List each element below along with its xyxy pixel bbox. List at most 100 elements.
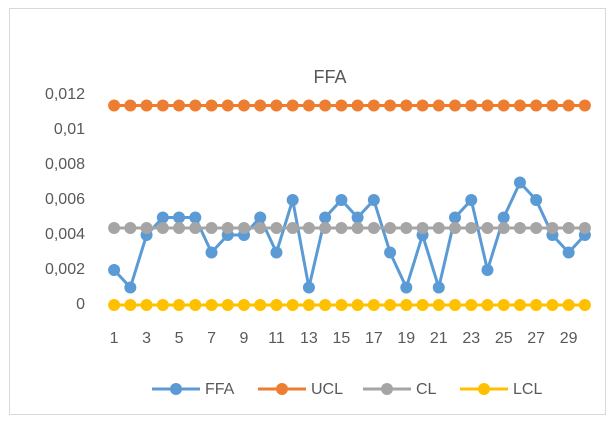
point	[351, 299, 364, 311]
point	[156, 99, 169, 112]
point	[302, 281, 315, 294]
point	[481, 222, 494, 234]
point	[546, 222, 559, 234]
y-tick-label: 0,008	[45, 156, 85, 173]
point	[578, 299, 591, 311]
point	[124, 299, 137, 311]
point	[367, 99, 380, 112]
point	[481, 299, 494, 311]
point	[513, 176, 526, 189]
point	[108, 264, 121, 276]
legend-label: FFA	[205, 381, 235, 398]
point	[205, 299, 218, 311]
point	[302, 299, 315, 311]
point	[384, 299, 397, 311]
point	[530, 222, 543, 234]
point	[400, 299, 413, 311]
legend-marker	[170, 383, 182, 395]
point	[562, 299, 575, 311]
point	[400, 99, 413, 112]
point	[432, 281, 445, 294]
point	[513, 222, 526, 234]
point	[432, 99, 445, 112]
point	[465, 222, 478, 234]
point	[351, 99, 364, 112]
x-tick-label: 19	[397, 330, 415, 347]
point	[319, 99, 332, 112]
point	[108, 99, 121, 112]
x-tick-label: 27	[527, 330, 545, 347]
point	[302, 99, 315, 112]
point	[400, 281, 413, 294]
point	[367, 222, 380, 234]
point	[465, 99, 478, 112]
point	[513, 99, 526, 112]
point	[319, 222, 332, 234]
legend-marker	[381, 383, 393, 395]
point	[335, 99, 348, 112]
point	[497, 222, 510, 234]
point	[189, 299, 202, 311]
point	[384, 99, 397, 112]
x-tick-label: 25	[495, 330, 513, 347]
point	[335, 222, 348, 234]
point	[156, 211, 169, 224]
chart-title: FFA	[313, 67, 346, 87]
point	[286, 194, 299, 206]
point	[189, 222, 202, 234]
point	[384, 246, 397, 259]
point	[237, 299, 250, 311]
point	[189, 211, 202, 224]
point	[108, 222, 121, 234]
point	[481, 264, 494, 276]
point	[319, 211, 332, 224]
y-tick-label: 0,012	[45, 86, 85, 103]
point	[124, 222, 137, 234]
point	[497, 211, 510, 224]
point	[221, 299, 234, 311]
point	[449, 222, 462, 234]
y-tick-label: 0,006	[45, 191, 85, 208]
y-tick-label: 0,004	[45, 226, 85, 243]
point	[546, 99, 559, 112]
point	[400, 222, 413, 234]
point	[578, 222, 591, 234]
point	[416, 299, 429, 311]
point	[513, 299, 526, 311]
point	[270, 222, 283, 234]
point	[562, 246, 575, 259]
point	[173, 99, 186, 112]
point	[465, 299, 478, 311]
point	[432, 222, 445, 234]
point	[335, 299, 348, 311]
point	[237, 222, 250, 234]
y-tick-label: 0	[76, 296, 85, 313]
point	[156, 299, 169, 311]
point	[124, 99, 137, 112]
point	[449, 299, 462, 311]
y-tick-label: 0,002	[45, 261, 85, 278]
x-tick-label: 11	[268, 330, 285, 347]
point	[286, 99, 299, 112]
point	[449, 211, 462, 224]
point	[286, 299, 299, 311]
point	[270, 299, 283, 311]
point	[481, 99, 494, 112]
legend-marker	[478, 383, 490, 395]
point	[205, 222, 218, 234]
x-tick-label: 29	[560, 330, 578, 347]
y-tick-label: 0,01	[54, 121, 85, 138]
x-tick-label: 5	[175, 330, 184, 347]
point	[578, 99, 591, 112]
point	[270, 99, 283, 112]
point	[140, 299, 153, 311]
point	[497, 99, 510, 112]
point	[173, 211, 186, 224]
chart-border	[9, 8, 606, 415]
point	[221, 222, 234, 234]
point	[319, 299, 332, 311]
x-tick-label: 7	[207, 330, 216, 347]
point	[367, 194, 380, 206]
point	[367, 299, 380, 311]
